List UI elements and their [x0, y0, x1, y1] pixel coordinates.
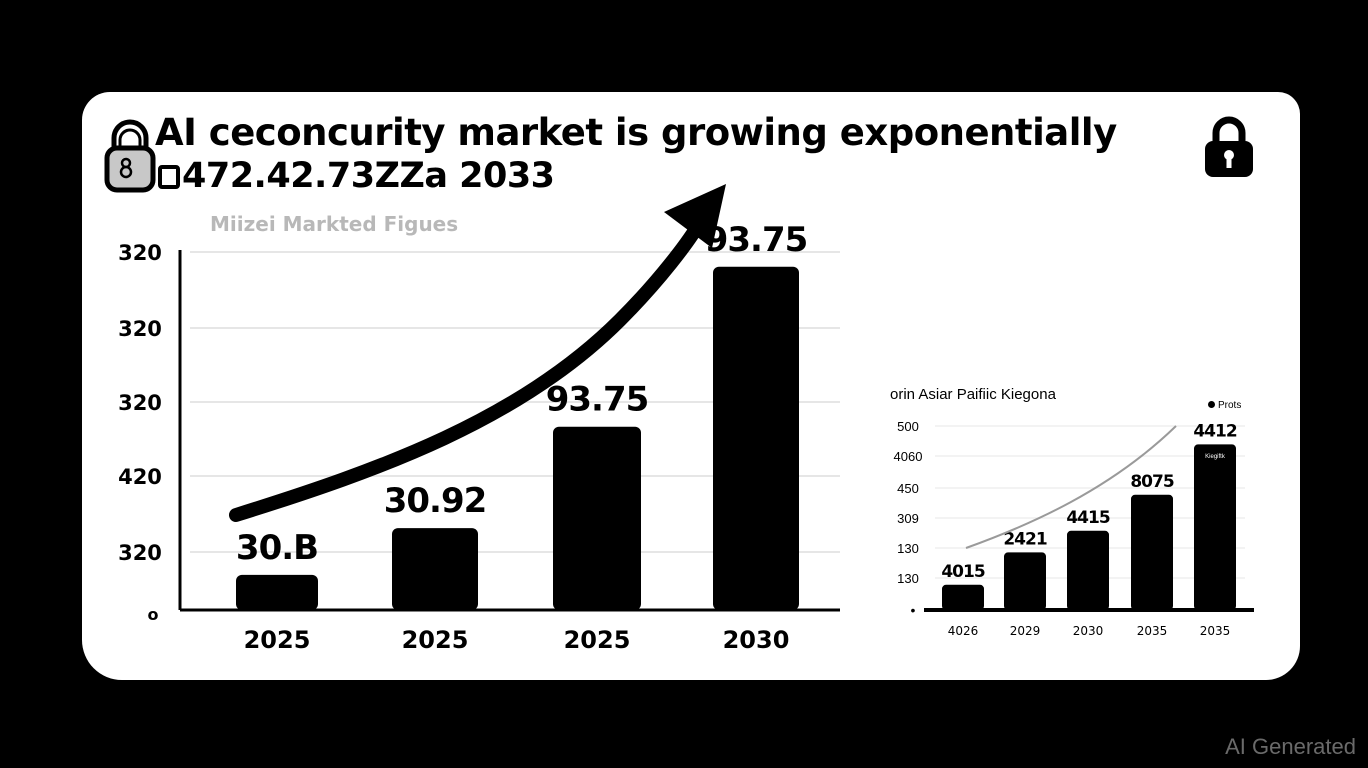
- bar: [392, 528, 478, 610]
- x-tick-label: 2025: [244, 626, 311, 654]
- bar: [553, 426, 641, 610]
- y-tick-label: o: [148, 605, 159, 624]
- data-label: 30.B: [236, 528, 318, 568]
- small-chart-title: orin Asiar Paifiic Kiegona: [890, 386, 1056, 403]
- data-label: 4015: [941, 562, 984, 582]
- y-tick-label: 320: [118, 241, 162, 265]
- legend-label: Prots: [1218, 400, 1242, 411]
- x-tick-label: 2035: [1137, 624, 1168, 638]
- data-label: 30.92: [384, 481, 487, 521]
- trend-line: [965, 425, 1177, 549]
- page-title: AI ceconcurity market is growing exponen…: [155, 111, 1117, 154]
- y-tick-label: 320: [118, 391, 162, 415]
- bar: [942, 584, 984, 610]
- trend-arrow-line: [229, 215, 707, 522]
- data-label: 93.75: [705, 220, 808, 260]
- x-tick-label: 2029: [1010, 624, 1041, 638]
- bar: [1004, 552, 1046, 610]
- page-subtitle: 472.42.73ZZa 2033: [158, 156, 555, 196]
- y-tick-label: 130: [897, 571, 919, 586]
- small-chart-legend: Prots: [1208, 400, 1241, 411]
- bar: [1067, 530, 1109, 610]
- data-label: 4415: [1066, 508, 1109, 528]
- bar-inner-label: Kiegiftk: [1205, 454, 1226, 460]
- legend-dot-icon: [1208, 401, 1215, 408]
- y-tick-label: 320: [118, 541, 162, 565]
- x-tick-label: 2025: [564, 626, 631, 654]
- x-tick-label: 2030: [1073, 624, 1104, 638]
- bar: [1194, 444, 1236, 610]
- y-tick-label: •: [911, 602, 916, 618]
- section-label: Miizei Markted Figues: [210, 212, 459, 236]
- subtitle-text: 472.42.73ZZa 2033: [182, 156, 555, 196]
- x-tick-label: 2035: [1200, 624, 1231, 638]
- data-label: 93.75: [546, 380, 649, 420]
- x-tick-label: 4026: [948, 624, 979, 638]
- trend-arrow-head-icon: [664, 184, 726, 248]
- y-tick-label: 450: [897, 481, 919, 496]
- box-glyph-icon: [158, 165, 180, 189]
- padlock-icon: [104, 118, 156, 198]
- x-tick-label: 2025: [402, 626, 469, 654]
- bar: [236, 574, 318, 610]
- y-tick-label: 500: [897, 419, 919, 434]
- x-tick-label: 2030: [723, 626, 790, 654]
- bar: [713, 266, 799, 610]
- bar: [1131, 494, 1173, 610]
- y-tick-label: 309: [897, 511, 919, 526]
- y-tick-label: 130: [897, 541, 919, 556]
- y-tick-label: 420: [118, 465, 162, 489]
- watermark: AI Generated: [1225, 734, 1356, 759]
- y-tick-label: 4060: [894, 449, 923, 464]
- lock-icon: [1202, 115, 1256, 183]
- data-label: 8075: [1130, 472, 1173, 492]
- data-label: 4412: [1193, 421, 1236, 441]
- y-tick-label: 320: [118, 317, 162, 341]
- data-label: 2421: [1003, 529, 1046, 549]
